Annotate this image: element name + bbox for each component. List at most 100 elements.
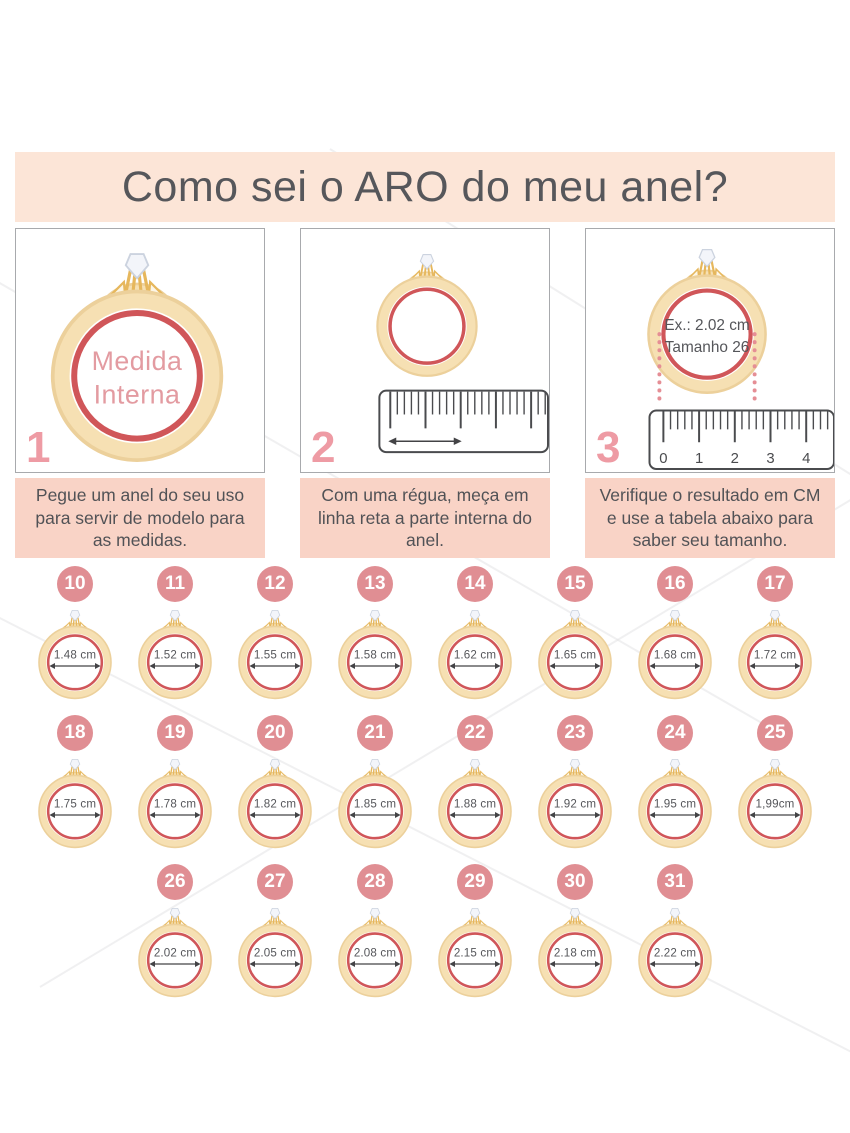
ring-size-cell: 25 1,99cm [725,714,825,850]
ring-size-cell: 13 1.58 cm [325,566,425,701]
size-badge: 23 [557,714,593,751]
ring-size-cell: 19 1.78 cm [125,714,225,850]
ring-icon: 1.52 cm [138,609,212,700]
ring-icon: 1.92 cm [538,758,612,848]
ring-icon: 1.95 cm [638,758,712,848]
captions-row: Pegue um anel do seu uso para servir de … [15,478,835,558]
diameter-label: 1.48 cm [54,649,96,661]
ring-icon: 1.75 cm [38,758,112,848]
ring-icon: 1.65 cm [538,609,612,700]
ring-size-cell: 31 2.22 cm [625,863,725,999]
ring-icon: 2.22 cm [638,907,712,997]
diameter-label: 1,99cm [756,798,795,810]
ring-icon [50,253,224,462]
ruler-number: 1 [695,451,703,467]
ring-icon: 1.85 cm [338,758,412,848]
step2-illustration [376,254,549,454]
ring-size-cell: 28 2.08 cm [325,863,425,999]
size-badge: 30 [557,863,593,900]
ring-size-cell: 18 1.75 cm [25,714,125,850]
diameter-label: 2.05 cm [254,947,296,959]
size-badge: 17 [757,566,793,602]
ruler-number: 2 [731,451,739,467]
page-title-text: Como sei o ARO do meu anel? [121,162,729,211]
size-badge: 11 [157,566,193,602]
ring-size-cell: 26 2.02 cm [125,863,225,999]
ring-size-cell: 27 2.05 cm [225,863,325,999]
ring-size-cell: 23 1.92 cm [525,714,625,850]
size-badge: 26 [157,863,193,900]
ring-icon: 2.02 cm [138,907,212,997]
size-badge: 21 [357,714,393,751]
size-badge: 13 [357,566,393,602]
diameter-label: 1.88 cm [454,798,496,810]
size-badge: 16 [657,566,693,602]
ring-icon: 1.68 cm [638,609,712,700]
diameter-label: 2.08 cm [354,947,396,959]
example-measure-label: Ex.: 2.02 cm [664,317,749,334]
step-caption-2: Com uma régua, meça em linha reta a part… [300,478,550,558]
ring-size-cell: 30 2.18 cm [525,863,625,999]
ring-size-cell: 16 1.68 cm [625,566,725,701]
ring-icon: 1.55 cm [238,609,312,700]
step-number-1: 1 [26,423,51,472]
step-caption-3: Verifique o resultado em CM e use a tabe… [585,478,835,558]
diameter-label: 1.78 cm [154,798,196,810]
step-panel-2: 2 [300,228,550,473]
step-number-3: 3 [596,423,621,472]
size-badge: 20 [257,714,293,751]
ruler-icon: 0 1 2 3 4 [648,409,834,471]
diameter-label: 1.55 cm [254,649,296,661]
diameter-label: 1.85 cm [354,798,396,810]
diameter-label: 1.92 cm [554,798,596,810]
ruler-number: 4 [802,451,810,467]
size-badge: 22 [457,714,493,751]
step-caption-1: Pegue um anel do seu uso para servir de … [15,478,265,558]
ring-icon: 2.18 cm [538,907,612,997]
size-badge: 29 [457,863,493,900]
ring-icon: 1,99cm [738,758,812,848]
ruler-icon [378,389,549,454]
ring-size-cell: 20 1.82 cm [225,714,325,850]
size-grid-row: 10 1.48 cm 11 1.52 cm 12 [0,566,850,701]
ring-icon: 2.08 cm [338,907,412,997]
ring-icon: 1.48 cm [38,609,112,700]
diameter-label: 1.82 cm [254,798,296,810]
diameter-label: 1.72 cm [754,649,796,661]
inner-measure-label: Interna [94,380,181,410]
ring-icon: 1.88 cm [438,758,512,848]
ring-icon: 1.82 cm [238,758,312,848]
diameter-label: 1.95 cm [654,798,696,810]
page-title: Como sei o ARO do meu anel? [15,152,835,222]
size-badge: 25 [757,714,793,751]
ruler-number: 3 [766,451,774,467]
size-badge: 19 [157,714,193,751]
ring-icon: 1.62 cm [438,609,512,700]
ring-size-cell: 21 1.85 cm [325,714,425,850]
size-badge: 12 [257,566,293,602]
diameter-label: 1.52 cm [154,649,196,661]
diameter-label: 2.02 cm [154,947,196,959]
diameter-label: 2.15 cm [454,947,496,959]
step-number-2: 2 [311,423,336,472]
ring-size-cell: 22 1.88 cm [425,714,525,850]
ring-icon [647,248,767,394]
diameter-label: 2.22 cm [654,947,696,959]
size-badge: 27 [257,863,293,900]
diameter-label: 1.65 cm [554,649,596,661]
steps-row: Medida Interna 1 2 [15,228,835,473]
ring-size-cell: 10 1.48 cm [25,566,125,701]
ring-size-cell: 11 1.52 cm [125,566,225,701]
diameter-label: 2.18 cm [554,947,596,959]
ring-icon: 1.58 cm [338,609,412,700]
ruler-number: 0 [659,451,667,467]
diameter-label: 1.75 cm [54,798,96,810]
step3-illustration: Ex.: 2.02 cm Tamanho 26 0 1 2 3 4 [647,248,834,471]
size-badge: 14 [457,566,493,602]
step-panel-3: Ex.: 2.02 cm Tamanho 26 0 1 2 3 4 3 [585,228,835,473]
size-badge: 31 [657,863,693,900]
ring-size-cell: 14 1.62 cm [425,566,525,701]
diameter-label: 1.68 cm [654,649,696,661]
example-size-label: Tamanho 26 [665,339,750,356]
